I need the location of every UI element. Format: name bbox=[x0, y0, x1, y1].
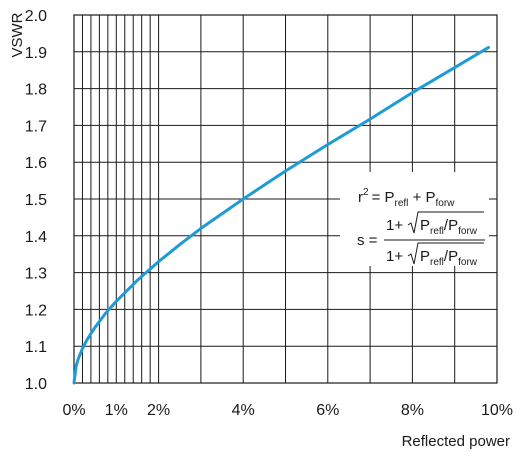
sqrt-icon bbox=[407, 242, 484, 265]
formula-den-slash-p: /P bbox=[444, 248, 458, 265]
formula-refl-subscript: refl bbox=[395, 198, 409, 209]
tick-labels: 1.0 1.1 1.2 1.3 1.4 1.5 1.6 1.7 1.8 1.9 2.0 0% 1% 2% 4… bbox=[25, 8, 513, 419]
sqrt-icon bbox=[407, 211, 484, 234]
x-tick-label: 4% bbox=[232, 402, 255, 419]
formula-num-forw: forw bbox=[458, 226, 478, 237]
y-axis-label: VSWR bbox=[9, 12, 26, 57]
x-tick-label: 2% bbox=[147, 402, 170, 419]
x-tick-label: 8% bbox=[401, 402, 424, 419]
svg-text:Prefl/Pforw: Prefl/Pforw bbox=[420, 248, 478, 268]
y-tick-label: 1.2 bbox=[25, 302, 47, 319]
vswr-series-line bbox=[72, 45, 490, 385]
formula-num-slash-p: /P bbox=[444, 217, 458, 234]
formula-s-eq: s = bbox=[357, 232, 378, 249]
formula-denominator-one-plus: 1+ bbox=[386, 248, 403, 265]
formula-line-1: r2 = Prefl + Pforw bbox=[358, 187, 455, 209]
x-tick-label: 0% bbox=[62, 402, 85, 419]
y-tick-label: 1.9 bbox=[25, 45, 47, 62]
y-tick-label: 2.0 bbox=[25, 8, 47, 25]
y-tick-label: 1.8 bbox=[25, 82, 47, 99]
y-tick-label: 1.7 bbox=[25, 118, 47, 135]
formula-r: r bbox=[358, 189, 363, 206]
y-tick-label: 1.5 bbox=[25, 192, 47, 209]
x-tick-label: 6% bbox=[316, 402, 339, 419]
series-layer bbox=[72, 45, 490, 385]
formula-sup2: 2 bbox=[363, 187, 369, 198]
svg-text:Prefl/Pforw: Prefl/Pforw bbox=[420, 217, 478, 237]
formula-eq-p: = P bbox=[372, 189, 395, 206]
formula-box: r2 = Prefl + Pforw s = 1+ Prefl/Pforw 1+ … bbox=[340, 172, 489, 268]
y-tick-label: 1.6 bbox=[25, 155, 47, 172]
y-tick-label: 1.1 bbox=[25, 339, 47, 356]
svg-text:r2= Prefl + Pforw: r2 = Prefl + Pforw bbox=[358, 187, 455, 209]
formula-den-p: P bbox=[420, 248, 430, 265]
y-tick-label: 1.0 bbox=[25, 376, 47, 393]
formula-forw-subscript: forw bbox=[436, 198, 456, 209]
y-tick-label: 1.4 bbox=[25, 229, 47, 246]
y-tick-label: 1.3 bbox=[25, 266, 47, 283]
formula-numerator-one-plus: 1+ bbox=[386, 217, 403, 234]
x-tick-label: 10% bbox=[481, 402, 513, 419]
formula-num-p: P bbox=[420, 217, 430, 234]
plot-border bbox=[73, 14, 498, 384]
formula-den-forw: forw bbox=[458, 257, 478, 268]
formula-num-refl: refl bbox=[430, 226, 444, 237]
formula-box-background bbox=[340, 172, 489, 266]
formula-den-refl: refl bbox=[430, 257, 444, 268]
x-axis-label: Reflected power bbox=[402, 433, 510, 450]
plot-frame bbox=[73, 14, 498, 384]
formula-plus-p: + P bbox=[408, 189, 435, 206]
formula-line-2: s = 1+ Prefl/Pforw 1+ Prefl/Pforw bbox=[357, 211, 485, 268]
x-tick-label: 1% bbox=[105, 402, 128, 419]
